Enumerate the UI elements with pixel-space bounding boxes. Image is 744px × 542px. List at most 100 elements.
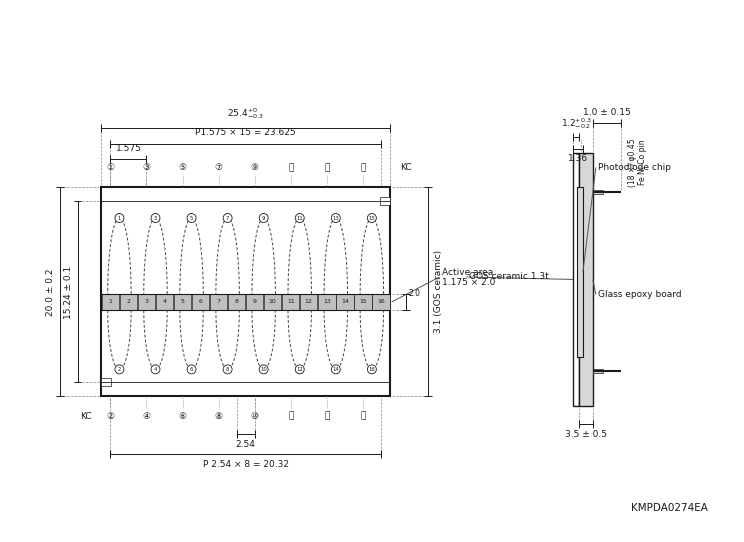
Text: KC: KC xyxy=(400,163,411,172)
Text: 1.36: 1.36 xyxy=(568,153,588,163)
Text: ⒭: ⒭ xyxy=(324,412,330,421)
Circle shape xyxy=(115,365,124,374)
Circle shape xyxy=(295,365,304,374)
Text: 6: 6 xyxy=(199,299,202,305)
Text: 1: 1 xyxy=(118,216,121,221)
Bar xyxy=(264,294,281,309)
Bar xyxy=(579,153,593,406)
Text: 1.0 ± 0.15: 1.0 ± 0.15 xyxy=(583,108,631,117)
Bar xyxy=(573,153,579,406)
Text: ⒮: ⒮ xyxy=(360,163,365,172)
Text: 12: 12 xyxy=(296,367,303,372)
Text: 8: 8 xyxy=(226,367,229,372)
Text: 7: 7 xyxy=(226,216,229,221)
Bar xyxy=(138,294,155,309)
Text: 3.1 (GOS ceramic): 3.1 (GOS ceramic) xyxy=(434,250,443,333)
Text: 1: 1 xyxy=(109,299,112,305)
Text: Active area: Active area xyxy=(442,268,493,278)
Bar xyxy=(192,294,209,309)
Text: 14: 14 xyxy=(341,299,349,305)
Text: GOS ceramic 1.3t: GOS ceramic 1.3t xyxy=(469,273,549,281)
Text: 16: 16 xyxy=(377,299,385,305)
Text: 6: 6 xyxy=(190,367,193,372)
Bar xyxy=(102,294,119,309)
Bar xyxy=(372,294,390,309)
Text: KC: KC xyxy=(80,412,92,421)
Text: 1.175 × 2.0: 1.175 × 2.0 xyxy=(442,279,495,287)
Bar xyxy=(101,378,112,386)
Text: P1.575 × 15 = 23.625: P1.575 × 15 = 23.625 xyxy=(196,128,296,137)
Bar xyxy=(155,294,173,309)
Text: 3: 3 xyxy=(154,216,157,221)
Bar xyxy=(282,294,299,309)
Text: 13: 13 xyxy=(323,299,331,305)
Text: 2.0: 2.0 xyxy=(408,289,421,299)
Bar xyxy=(228,294,246,309)
Text: 4: 4 xyxy=(154,367,157,372)
Circle shape xyxy=(151,365,160,374)
Circle shape xyxy=(115,214,124,222)
Bar xyxy=(354,294,371,309)
Text: ⒯: ⒯ xyxy=(360,412,365,421)
Bar xyxy=(593,370,603,373)
Text: 4: 4 xyxy=(162,299,167,305)
Circle shape xyxy=(151,214,160,222)
Text: 15: 15 xyxy=(359,299,367,305)
Text: 7: 7 xyxy=(217,299,221,305)
Text: ⑤: ⑤ xyxy=(179,163,187,172)
Bar xyxy=(210,294,228,309)
Text: KMPDA0274EA: KMPDA0274EA xyxy=(632,503,708,513)
Text: Photodiode chip: Photodiode chip xyxy=(598,163,671,172)
Bar xyxy=(577,188,583,357)
Circle shape xyxy=(295,214,304,222)
Text: 5: 5 xyxy=(181,299,185,305)
Text: (18 ×) φ0.45: (18 ×) φ0.45 xyxy=(628,138,637,187)
Bar xyxy=(174,294,191,309)
Text: ⑧: ⑧ xyxy=(214,412,222,421)
Bar xyxy=(593,190,603,195)
Text: 1.575: 1.575 xyxy=(115,144,141,153)
Text: Glass epoxy board: Glass epoxy board xyxy=(598,290,682,299)
Bar xyxy=(380,197,390,205)
Text: ②: ② xyxy=(106,412,115,421)
Circle shape xyxy=(223,365,232,374)
Bar xyxy=(246,294,263,309)
Text: ①: ① xyxy=(106,163,115,172)
Text: P 2.54 × 8 = 20.32: P 2.54 × 8 = 20.32 xyxy=(202,460,289,469)
Bar xyxy=(336,294,353,309)
Text: 3: 3 xyxy=(144,299,149,305)
Circle shape xyxy=(368,214,376,222)
Text: ⑩: ⑩ xyxy=(251,412,259,421)
Text: 16: 16 xyxy=(368,367,375,372)
Circle shape xyxy=(331,214,340,222)
Text: 12: 12 xyxy=(305,299,312,305)
Text: ⒬: ⒬ xyxy=(324,163,330,172)
Text: 1.2$^{+0.3}_{-0.2}$: 1.2$^{+0.3}_{-0.2}$ xyxy=(561,116,591,131)
Text: 2: 2 xyxy=(126,299,130,305)
Bar xyxy=(120,294,137,309)
Text: 11: 11 xyxy=(296,216,303,221)
Text: Fe Ni Co pin: Fe Ni Co pin xyxy=(638,140,647,185)
Text: 14: 14 xyxy=(333,367,339,372)
Text: 25.4$^{+0}_{-0.3}$: 25.4$^{+0}_{-0.3}$ xyxy=(227,106,264,121)
Bar xyxy=(101,188,390,396)
Circle shape xyxy=(331,365,340,374)
Text: ⑦: ⑦ xyxy=(214,163,222,172)
Text: 10: 10 xyxy=(269,299,277,305)
Circle shape xyxy=(223,214,232,222)
Circle shape xyxy=(259,214,268,222)
Text: 8: 8 xyxy=(234,299,239,305)
Text: 15: 15 xyxy=(368,216,375,221)
Circle shape xyxy=(259,365,268,374)
Text: ⑥: ⑥ xyxy=(179,412,187,421)
Text: ④: ④ xyxy=(142,412,150,421)
Text: 20.0 ± 0.2: 20.0 ± 0.2 xyxy=(45,268,54,315)
Text: 11: 11 xyxy=(287,299,295,305)
Text: 15.24 ± 0.1: 15.24 ± 0.1 xyxy=(63,265,73,319)
Text: 9: 9 xyxy=(262,216,266,221)
Text: 2.54: 2.54 xyxy=(236,440,256,449)
Bar xyxy=(300,294,318,309)
Text: ⒪: ⒪ xyxy=(288,163,293,172)
Text: 10: 10 xyxy=(260,367,267,372)
Text: ③: ③ xyxy=(142,163,150,172)
